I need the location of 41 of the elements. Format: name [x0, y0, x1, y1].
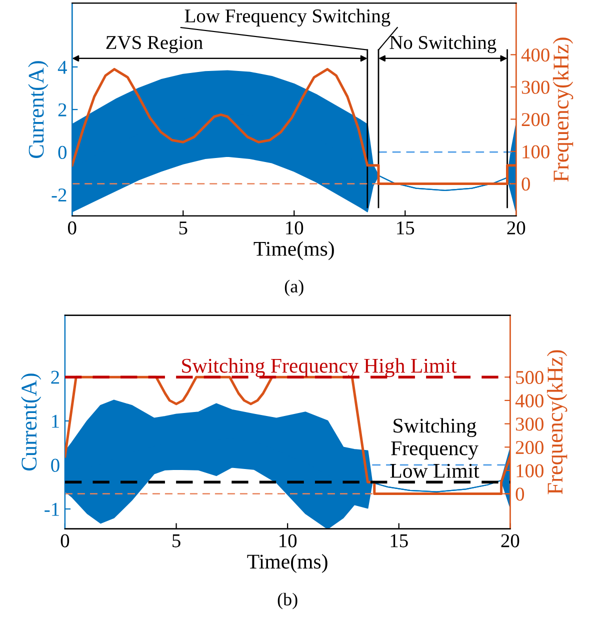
y-tick-label: -2 [52, 188, 66, 202]
x-tick-label: 15 [390, 534, 408, 548]
y-tick-label: 0 [58, 146, 67, 160]
x-tick-label: 20 [501, 534, 520, 548]
text: (b) [278, 592, 298, 610]
y2-axis-title: Frequency(kHz) [546, 350, 568, 494]
y2-tick-label: 300 [522, 80, 550, 94]
x-tick-label: 15 [397, 221, 414, 234]
y2-tick-label: 400 [515, 394, 544, 408]
y2-tick-label: 200 [522, 113, 550, 126]
y2-tick-label: 100 [522, 145, 550, 158]
x-tick-label: 5 [179, 222, 188, 234]
y-tick-label: 1 [52, 414, 59, 428]
y2-tick-label: 500 [516, 370, 544, 384]
x-tick-label: 10 [280, 534, 297, 548]
x-axis-title: Time(ms) [247, 554, 328, 573]
annotation: Low Frequency Switching [184, 8, 390, 26]
y-axis-title: Current(A) [28, 61, 48, 158]
y-tick-label: 2 [58, 103, 66, 116]
x-tick-label: 0 [68, 221, 76, 234]
x-tick-label: 10 [286, 221, 304, 234]
x-tick-label: 20 [507, 221, 526, 234]
y2-tick-label: 400 [521, 48, 550, 62]
text: (a) [284, 280, 304, 296]
y-tick-label: 4 [58, 60, 67, 74]
y-tick-label: 2 [51, 370, 60, 384]
y-tick-label: -1 [44, 502, 59, 516]
y2-tick-label: 0 [522, 178, 530, 191]
annotation: No Switching [390, 35, 496, 54]
x-axis-title: Time(ms) [254, 241, 334, 260]
y-tick-label: 0 [51, 458, 60, 472]
y-axis-title: Current(A) [20, 374, 42, 470]
y2-tick-label: 300 [516, 418, 544, 431]
y2-axis-title: Frequency(kHz) [552, 38, 574, 182]
ref-line-label: Switching Frequency Low Limit [390, 418, 480, 478]
x-tick-label: 5 [172, 534, 180, 548]
annotation: ZVS Region [106, 36, 203, 54]
y2-tick-label: 100 [516, 464, 544, 478]
ref-line-label: Switching Frequency High Limit [182, 358, 457, 378]
y2-tick-label: 0 [516, 488, 524, 501]
y2-tick-label: 200 [516, 440, 544, 454]
